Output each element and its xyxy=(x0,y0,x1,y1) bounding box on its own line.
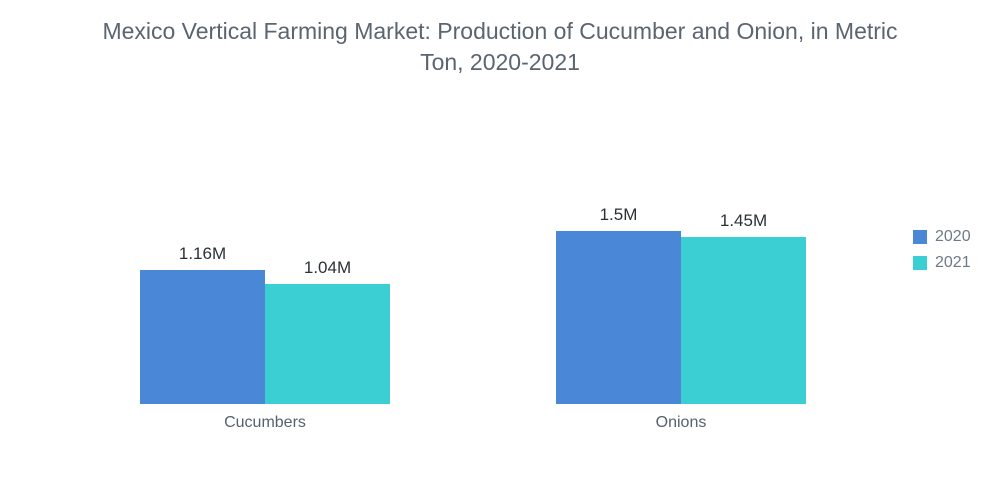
legend: 2020 2021 xyxy=(913,228,971,272)
legend-item-2021: 2021 xyxy=(913,254,971,272)
legend-swatch-icon xyxy=(913,230,927,244)
bars-row: 1.16M 1.04M xyxy=(140,194,390,404)
legend-label: 2021 xyxy=(935,254,971,271)
bar-column: 1.16M xyxy=(140,244,265,404)
chart-title: Mexico Vertical Farming Market: Producti… xyxy=(102,18,898,76)
legend-item-2020: 2020 xyxy=(913,228,971,246)
bar-group: 1.5M 1.45M Onions xyxy=(556,194,806,432)
category-label: Cucumbers xyxy=(224,414,306,431)
bar-2020-cucumbers xyxy=(140,270,265,404)
bar-2021-onions xyxy=(681,237,806,404)
value-label: 1.16M xyxy=(178,244,227,263)
legend-label: 2020 xyxy=(935,228,971,245)
value-label: 1.45M xyxy=(719,211,768,230)
value-label: 1.5M xyxy=(599,205,638,224)
bar-column: 1.04M xyxy=(265,258,390,404)
bar-2021-cucumbers xyxy=(265,284,390,404)
bars-row: 1.5M 1.45M xyxy=(556,194,806,404)
bar-2020-onions xyxy=(556,231,681,404)
bar-column: 1.5M xyxy=(556,205,681,404)
bar-column: 1.45M xyxy=(681,211,806,404)
legend-swatch-icon xyxy=(913,256,927,270)
bar-group: 1.16M 1.04M Cucumbers xyxy=(140,194,390,432)
value-label: 1.04M xyxy=(303,258,352,277)
category-label: Onions xyxy=(655,414,707,431)
